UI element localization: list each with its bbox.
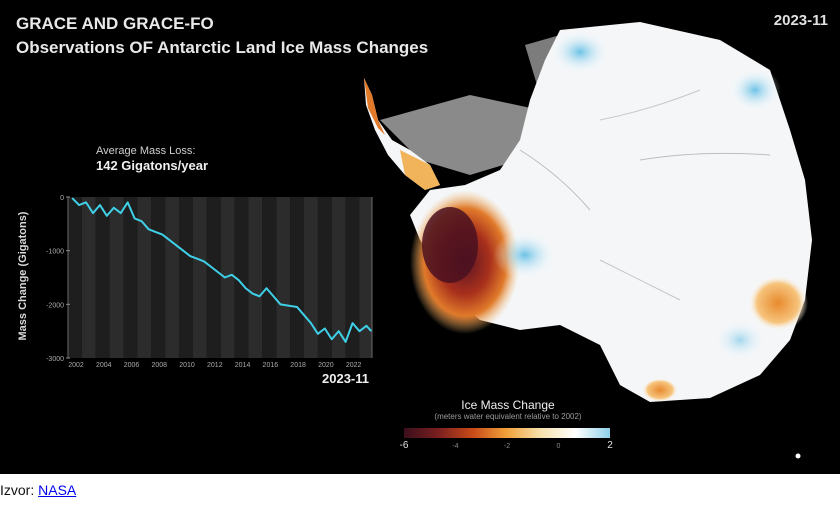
x-tick-label: 2016 — [263, 362, 279, 369]
year-band — [262, 197, 277, 358]
year-band — [137, 197, 152, 358]
x-tick-label: 2014 — [235, 362, 251, 369]
x-tick-label: 2012 — [207, 362, 223, 369]
avg-mass-loss-value: 142 Gigatons/year — [96, 158, 208, 173]
x-tick-label: 2020 — [318, 362, 334, 369]
year-band — [220, 197, 235, 358]
year-band — [123, 197, 138, 358]
chart-date-label: 2023-11 — [322, 371, 369, 386]
year-band — [179, 197, 193, 358]
colorbar-tick-label: -2 — [504, 443, 510, 450]
year-band — [276, 197, 291, 358]
avg-mass-loss-label: Average Mass Loss: — [96, 145, 196, 157]
colorbar-gradient — [404, 428, 610, 438]
year-band — [206, 197, 221, 358]
credit-prefix: Izvor: — [0, 482, 39, 498]
colorbar-title: Ice Mass Change — [461, 398, 555, 412]
title-line2: Observations OF Antarctic Land Ice Mass … — [16, 38, 429, 57]
y-tick-label: -2000 — [46, 302, 64, 309]
mass-change-series-line — [71, 197, 373, 343]
x-tick-label: 2018 — [290, 362, 306, 369]
y-tick-label: -3000 — [46, 356, 64, 363]
mass-change-chart: 0 -1000 -2000 -3000 2002 2004 2006 2008 2010 2012… — [46, 195, 373, 369]
x-tick-label: 2004 — [96, 362, 112, 369]
colorbar-tick-label: -6 — [400, 440, 409, 451]
x-tick-label: 2022 — [346, 362, 362, 369]
white-dot-marker — [795, 453, 801, 459]
visualization-panel: GRACE AND GRACE-FO Observations OF Antar… — [0, 0, 840, 474]
colorbar-tick-label: 2 — [607, 440, 613, 451]
date-label-top: 2023-11 — [773, 12, 828, 29]
year-band — [95, 197, 110, 358]
y-tick-label: -1000 — [46, 249, 64, 256]
nasa-link[interactable]: NASA — [38, 482, 77, 498]
year-band — [68, 197, 82, 358]
x-tick-label: 2006 — [124, 362, 140, 369]
year-band — [165, 197, 180, 358]
y-tick-label: 0 — [60, 195, 64, 202]
source-credit: Izvor: NASA — [0, 482, 76, 498]
year-band — [317, 197, 332, 358]
colorbar: -6 -4 -2 0 2 — [400, 428, 613, 451]
year-band — [359, 197, 372, 358]
colorbar-subtitle: (meters water equivalent relative to 200… — [434, 412, 582, 421]
x-tick-label: 2008 — [151, 362, 167, 369]
year-band — [151, 197, 166, 358]
colorbar-tick-label: -4 — [452, 443, 458, 450]
year-band — [248, 197, 263, 358]
year-band — [345, 197, 360, 358]
year-band — [81, 197, 96, 358]
year-band — [290, 197, 304, 358]
title-line1: GRACE AND GRACE-FO — [16, 14, 214, 33]
x-tick-label: 2002 — [68, 362, 84, 369]
colorbar-tick-label: 0 — [557, 443, 561, 450]
antarctica-map — [364, 22, 812, 402]
year-band — [192, 197, 207, 358]
year-band — [109, 197, 124, 358]
year-band — [331, 197, 346, 358]
year-band — [234, 197, 249, 358]
x-tick-label: 2010 — [179, 362, 195, 369]
